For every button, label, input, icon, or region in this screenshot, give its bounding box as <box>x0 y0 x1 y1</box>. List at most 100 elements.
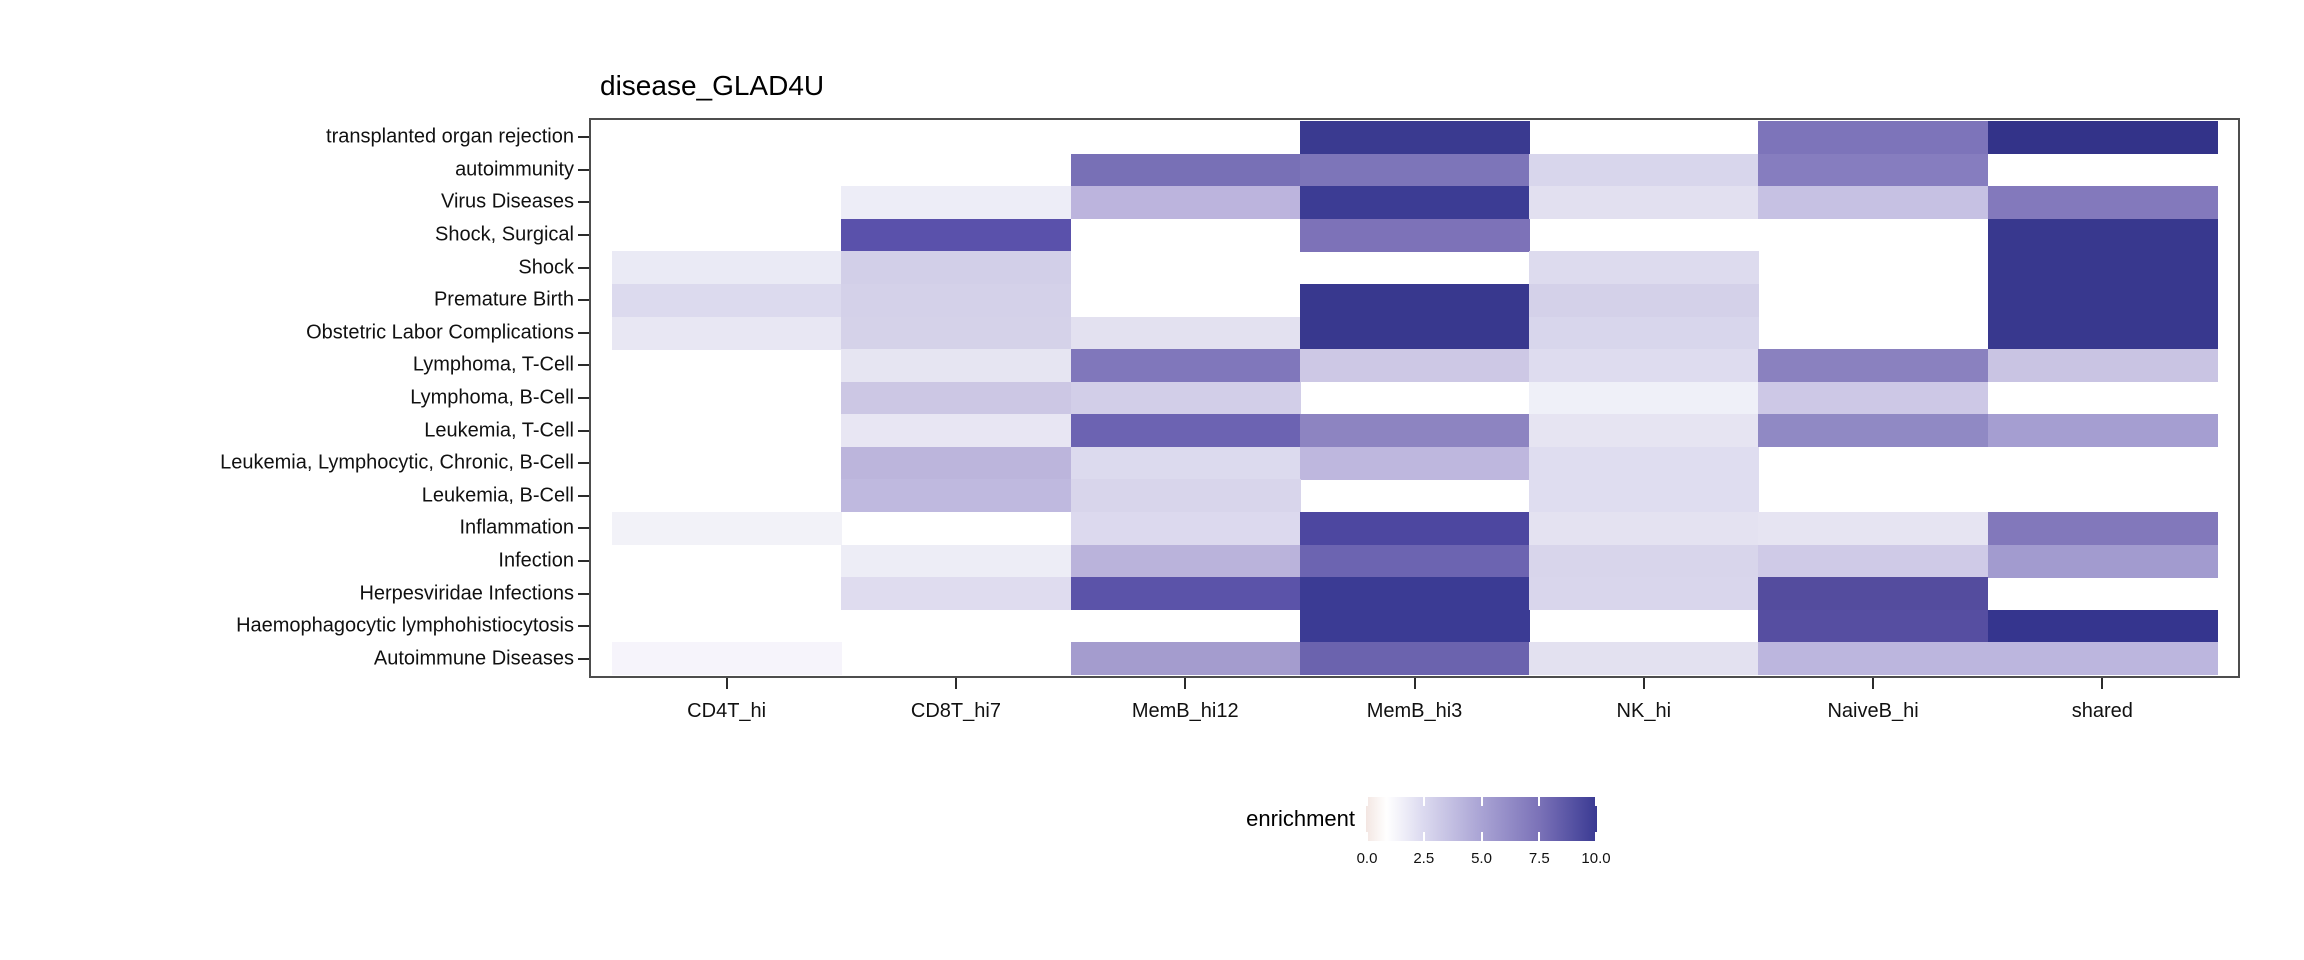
y-axis-tick <box>578 331 589 334</box>
heatmap-cell <box>841 577 1072 611</box>
heatmap-cell <box>1758 153 1989 187</box>
heatmap-cell <box>1299 609 1530 643</box>
x-axis-label: NK_hi <box>1616 700 1672 722</box>
heatmap-cell <box>1529 577 1760 611</box>
x-axis-tick <box>725 678 728 689</box>
legend-tick-notch <box>1366 797 1368 806</box>
heatmap-cell <box>1299 153 1530 187</box>
y-axis-tick <box>578 397 589 399</box>
x-axis-tick <box>1184 678 1187 689</box>
y-axis-tick <box>578 462 589 465</box>
legend-tick-notch <box>1480 832 1483 841</box>
y-axis-label: Leukemia, Lymphocytic, Chronic, B-Cell <box>220 451 574 474</box>
y-axis-label: Herpesviridae Infections <box>359 582 574 605</box>
y-axis-label: Inflammation <box>459 516 575 539</box>
x-axis-tick <box>2101 678 2104 689</box>
heatmap-cell <box>1529 349 1760 383</box>
heatmap-cell <box>1070 446 1301 480</box>
y-axis-label: Autoimmune Diseases <box>373 647 574 670</box>
heatmap-cell <box>1987 251 2218 285</box>
heatmap-cell <box>1987 283 2218 317</box>
heatmap-cell <box>1758 414 1989 448</box>
heatmap-cell <box>1070 153 1301 187</box>
heatmap-cell <box>612 283 842 317</box>
heatmap-cell <box>1987 642 2218 676</box>
heatmap-cell <box>841 349 1072 383</box>
heatmap-cell <box>1529 446 1760 480</box>
x-axis-label: MemB_hi3 <box>1366 700 1463 722</box>
legend-tick-notch <box>1366 832 1368 841</box>
heatmap-cell <box>1529 642 1760 676</box>
y-axis-label: Leukemia, B-Cell <box>421 484 574 507</box>
heatmap-cell <box>841 544 1072 578</box>
y-axis-tick <box>578 429 589 432</box>
y-axis-label: Premature Birth <box>433 288 574 311</box>
y-axis-label: Shock <box>518 256 574 279</box>
legend-tick-label: 5.0 <box>1471 850 1492 867</box>
heatmap-cell <box>1070 512 1301 546</box>
y-axis-tick <box>578 494 589 497</box>
heatmap-cell <box>1758 381 1989 415</box>
heatmap-cell <box>1987 349 2218 383</box>
x-axis-label: shared <box>2071 700 2133 722</box>
legend-tick-notch <box>1595 832 1597 841</box>
legend-tick-notch <box>1595 797 1597 806</box>
y-axis-label: transplanted organ rejection <box>326 125 574 148</box>
heatmap-cell <box>612 512 842 546</box>
y-axis-tick <box>578 234 589 237</box>
heatmap-cell <box>841 381 1072 415</box>
legend-tick-notch <box>1422 797 1425 806</box>
heatmap-cell <box>1299 186 1530 220</box>
heatmap-cell <box>841 414 1072 448</box>
y-axis-tick <box>578 364 589 367</box>
y-axis-label: Haemophagocytic lymphohistiocytosis <box>236 614 574 637</box>
y-axis-label: Infection <box>498 549 574 572</box>
heatmap-cell <box>1299 577 1530 611</box>
heatmap-cell <box>1529 544 1760 578</box>
heatmap-cell <box>1758 642 1989 676</box>
heatmap-cell <box>1987 609 2218 643</box>
heatmap-cell <box>612 316 842 350</box>
legend-tick-label: 7.5 <box>1528 850 1550 867</box>
heatmap-cell <box>1070 479 1301 513</box>
legend-tick-label: 10.0 <box>1581 850 1611 867</box>
x-axis-tick <box>1642 678 1645 689</box>
y-axis-tick <box>578 266 589 269</box>
y-axis-tick <box>578 657 589 660</box>
heatmap-cell <box>1070 544 1301 578</box>
y-axis-label: Lymphoma, B-Cell <box>410 386 574 409</box>
heatmap-cell <box>1987 414 2218 448</box>
heatmap-cell <box>1299 512 1530 546</box>
heatmap-cell <box>1758 121 1989 154</box>
heatmap-cell <box>1299 121 1530 154</box>
legend-title: enrichment <box>1246 806 1355 831</box>
heatmap-cell <box>612 251 842 285</box>
heatmap-cell <box>1758 186 1989 220</box>
heatmap-cell <box>1070 577 1301 611</box>
x-axis-label: NaiveB_hi <box>1827 700 1919 722</box>
x-axis-tick <box>1413 678 1416 689</box>
heatmap-cell <box>1070 349 1301 383</box>
heatmap-cell <box>1758 609 1989 643</box>
heatmap-cell <box>1070 316 1301 350</box>
x-axis-tick <box>954 678 957 689</box>
y-axis-label: Virus Diseases <box>440 190 574 213</box>
heatmap-cell <box>1758 349 1989 383</box>
legend-tick-notch <box>1480 797 1483 806</box>
heatmap-cell <box>1070 381 1301 415</box>
legend-tick-notch <box>1422 832 1425 841</box>
heatmap-cell <box>1299 218 1530 252</box>
heatmap-cell <box>1529 381 1760 415</box>
heatmap-cell <box>1987 218 2218 252</box>
heatmap-cell <box>1987 544 2218 578</box>
heatmap-cell <box>1299 283 1530 317</box>
heatmap-cell <box>1299 349 1530 383</box>
heatmap-cell <box>841 479 1072 513</box>
heatmap-cell <box>1529 186 1760 220</box>
heatmap-cell <box>841 251 1072 285</box>
x-axis-label: CD8T_hi7 <box>910 700 1001 722</box>
heatmap-cell <box>1529 414 1760 448</box>
heatmap-cell <box>1758 544 1989 578</box>
y-axis-tick <box>578 625 589 628</box>
